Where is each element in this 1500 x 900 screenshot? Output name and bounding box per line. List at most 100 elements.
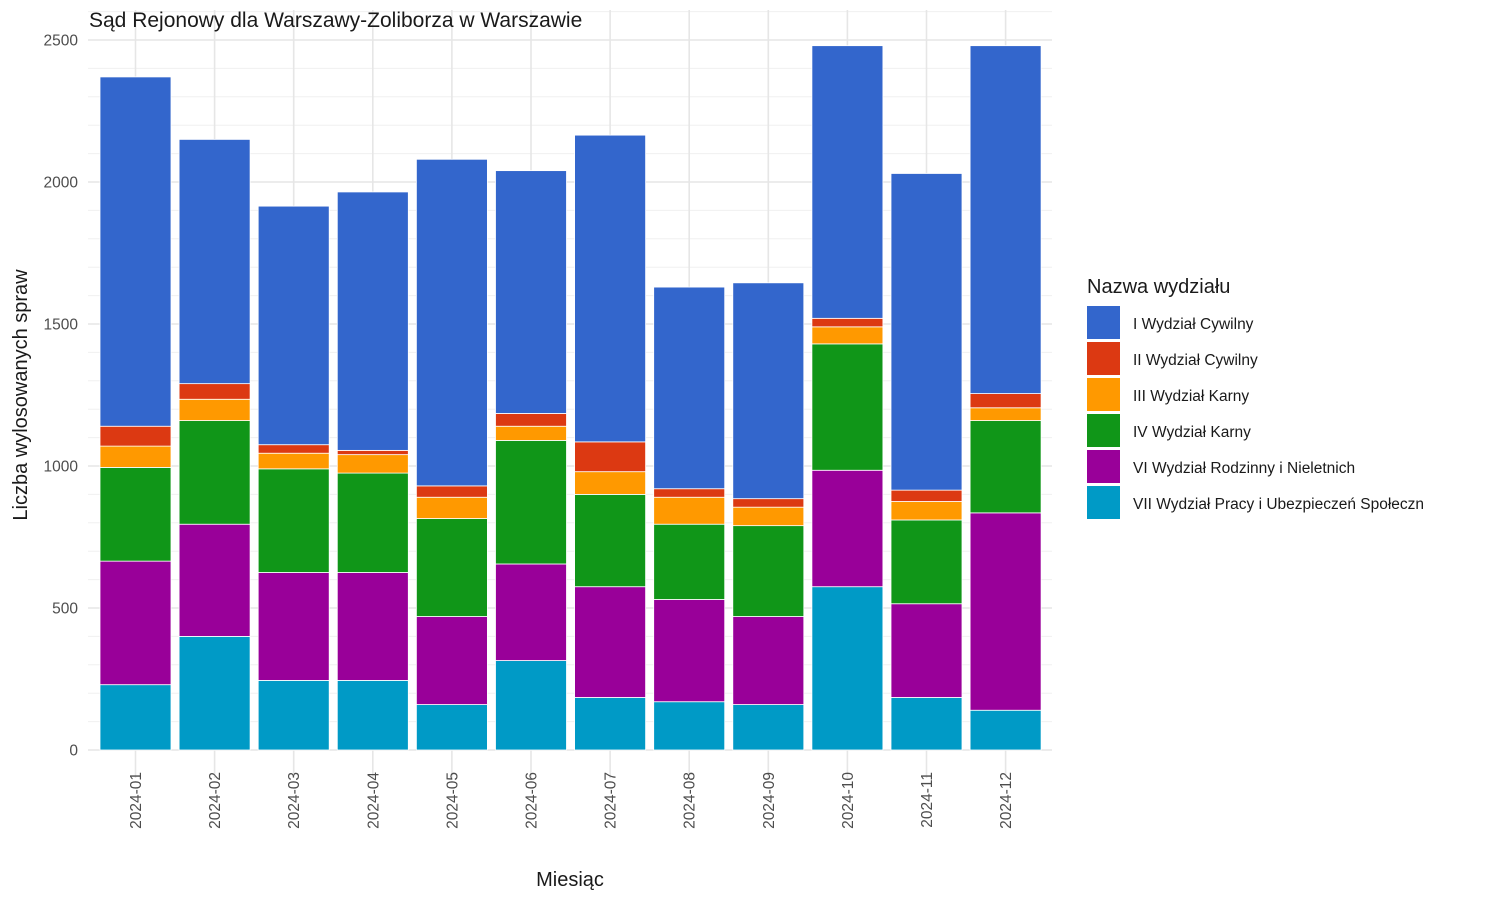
bar-2024-04-i-wydzial-cywilny	[336, 191, 409, 451]
bar-2024-10-vii-wydzial-pracy-i-ubezpieczen-spoleczn	[811, 586, 884, 751]
bar-2024-12-vi-wydzial-rodzinny-i-nieletnich	[969, 512, 1042, 711]
bar-2024-10-iv-wydzial-karny	[811, 343, 884, 471]
legend: Nazwa wydziału I Wydział Cywilny II Wydzi…	[1087, 276, 1424, 519]
bar-2024-08-vi-wydzial-rodzinny-i-nieletnich	[653, 599, 726, 703]
bar-2024-11-vi-wydzial-rodzinny-i-nieletnich	[890, 603, 963, 698]
bar-2024-08-ii-wydzial-cywilny	[653, 488, 726, 498]
bar-2024-07-ii-wydzial-cywilny	[574, 441, 646, 473]
bar-2024-07-i-wydzial-cywilny	[574, 134, 646, 443]
y-axis-ticks: 0 500 1000 1500 2000 2500	[44, 33, 79, 760]
bar-2024-07-iii-wydzial-karny	[574, 471, 646, 495]
x-tick-label: 2024-07	[603, 772, 620, 829]
bar-2024-02-iv-wydzial-karny	[178, 420, 251, 525]
bar-2024-01-i-wydzial-cywilny	[99, 76, 172, 427]
bar-2024-08-i-wydzial-cywilny	[653, 286, 726, 490]
bar-2024-12-vii-wydzial-pracy-i-ubezpieczen-spoleczn	[969, 709, 1042, 751]
y-tick-label: 0	[69, 743, 78, 760]
x-tick-label: 2024-09	[761, 772, 778, 829]
x-tick-label: 2024-05	[444, 772, 461, 829]
bar-2024-06-iii-wydzial-karny	[495, 425, 567, 441]
bar-2024-11-iv-wydzial-karny	[890, 519, 963, 605]
y-tick-label: 1500	[44, 317, 79, 334]
bar-2024-11-ii-wydzial-cywilny	[890, 489, 963, 502]
bar-2024-05-i-wydzial-cywilny	[415, 158, 488, 487]
bar-2024-10-vi-wydzial-rodzinny-i-nieletnich	[811, 469, 884, 588]
bar-2024-01-ii-wydzial-cywilny	[99, 425, 172, 447]
bar-2024-01-vii-wydzial-pracy-i-ubezpieczen-spoleczn	[99, 684, 172, 751]
bar-2024-12-i-wydzial-cywilny	[969, 45, 1042, 394]
bar-2024-01-vi-wydzial-rodzinny-i-nieletnich	[99, 560, 172, 686]
x-tick-label: 2024-08	[682, 772, 699, 829]
bar-2024-06-i-wydzial-cywilny	[495, 170, 567, 414]
x-tick-label: 2024-01	[128, 772, 145, 829]
legend-swatch-iv-wydzial-karny	[1087, 414, 1120, 447]
bar-2024-09-iii-wydzial-karny	[732, 506, 805, 527]
bar-2024-10-iii-wydzial-karny	[811, 326, 884, 345]
bar-2024-04-vi-wydzial-rodzinny-i-nieletnich	[336, 572, 409, 681]
bar-2024-03-iii-wydzial-karny	[257, 452, 330, 470]
y-axis-title: Liczba wylosowanych spraw	[10, 269, 32, 521]
x-tick-label: 2024-04	[365, 772, 382, 829]
legend-label-ii-wydzial-cywilny: II Wydział Cywilny	[1133, 352, 1258, 369]
bar-2024-07-iv-wydzial-karny	[574, 493, 646, 588]
y-tick-label: 1000	[44, 459, 79, 476]
bar-2024-07-vii-wydzial-pracy-i-ubezpieczen-spoleczn	[574, 697, 646, 751]
bar-2024-12-ii-wydzial-cywilny	[969, 393, 1042, 409]
bar-2024-02-vi-wydzial-rodzinny-i-nieletnich	[178, 523, 251, 637]
x-tick-label: 2024-12	[998, 772, 1015, 829]
bar-2024-11-i-wydzial-cywilny	[890, 173, 963, 491]
y-tick-label: 500	[52, 601, 78, 618]
x-tick-label: 2024-10	[840, 772, 857, 829]
bar-2024-05-vi-wydzial-rodzinny-i-nieletnich	[415, 616, 488, 705]
legend-title: Nazwa wydziału	[1087, 276, 1230, 298]
bar-2024-04-iv-wydzial-karny	[336, 472, 409, 573]
bar-2024-03-vii-wydzial-pracy-i-ubezpieczen-spoleczn	[257, 680, 330, 751]
bar-2024-03-ii-wydzial-cywilny	[257, 444, 330, 454]
bar-2024-11-iii-wydzial-karny	[890, 501, 963, 521]
bar-2024-01-iv-wydzial-karny	[99, 467, 172, 562]
bar-2024-02-i-wydzial-cywilny	[178, 138, 251, 385]
bar-2024-08-iii-wydzial-karny	[653, 496, 726, 525]
y-tick-label: 2000	[44, 175, 79, 192]
bar-2024-05-vii-wydzial-pracy-i-ubezpieczen-spoleczn	[415, 704, 488, 751]
bar-2024-05-iv-wydzial-karny	[415, 518, 488, 617]
bar-2024-04-vii-wydzial-pracy-i-ubezpieczen-spoleczn	[336, 680, 409, 751]
bar-2024-02-ii-wydzial-cywilny	[178, 383, 251, 400]
chart-title: Sąd Rejonowy dla Warszawy-Zoliborza w Wa…	[89, 9, 582, 32]
bar-2024-06-ii-wydzial-cywilny	[495, 413, 567, 427]
bar-2024-10-ii-wydzial-cywilny	[811, 317, 884, 328]
bar-2024-11-vii-wydzial-pracy-i-ubezpieczen-spoleczn	[890, 697, 963, 751]
y-tick-label: 2500	[44, 33, 79, 50]
bar-2024-09-vii-wydzial-pracy-i-ubezpieczen-spoleczn	[732, 704, 805, 751]
bar-2024-03-iv-wydzial-karny	[257, 468, 330, 573]
bar-2024-07-vi-wydzial-rodzinny-i-nieletnich	[574, 586, 646, 698]
bar-2024-02-vii-wydzial-pracy-i-ubezpieczen-spoleczn	[178, 636, 251, 751]
bar-2024-04-ii-wydzial-cywilny	[336, 449, 409, 456]
bar-2024-03-i-wydzial-cywilny	[257, 205, 330, 446]
x-tick-label: 2024-02	[207, 772, 224, 829]
bar-2024-09-ii-wydzial-cywilny	[732, 498, 805, 508]
x-tick-label: 2024-03	[286, 772, 303, 829]
bar-2024-04-iii-wydzial-karny	[336, 454, 409, 474]
legend-swatch-i-wydzial-cywilny	[1087, 306, 1120, 339]
bar-2024-06-vii-wydzial-pracy-i-ubezpieczen-spoleczn	[495, 660, 567, 751]
bar-2024-12-iv-wydzial-karny	[969, 420, 1042, 514]
bar-2024-06-iv-wydzial-karny	[495, 440, 567, 565]
bar-2024-09-iv-wydzial-karny	[732, 525, 805, 617]
bar-2024-08-iv-wydzial-karny	[653, 523, 726, 600]
bar-2024-09-vi-wydzial-rodzinny-i-nieletnich	[732, 616, 805, 705]
bar-2024-08-vii-wydzial-pracy-i-ubezpieczen-spoleczn	[653, 701, 726, 751]
bar-2024-12-iii-wydzial-karny	[969, 407, 1042, 421]
bar-2024-05-iii-wydzial-karny	[415, 496, 488, 519]
legend-swatch-vii-wydzial-pracy-i-ubezpieczen-spoleczn	[1087, 486, 1120, 519]
legend-label-iv-wydzial-karny: IV Wydział Karny	[1133, 424, 1251, 441]
legend-swatch-iii-wydzial-karny	[1087, 378, 1120, 411]
x-tick-label: 2024-06	[524, 772, 541, 829]
bar-2024-06-vi-wydzial-rodzinny-i-nieletnich	[495, 563, 567, 661]
x-axis-title: Miesiąc	[536, 869, 604, 891]
bar-2024-05-ii-wydzial-cywilny	[415, 485, 488, 498]
legend-swatch-vi-wydzial-rodzinny-i-nieletnich	[1087, 450, 1120, 483]
legend-label-i-wydzial-cywilny: I Wydział Cywilny	[1133, 316, 1254, 333]
x-tick-label: 2024-11	[919, 772, 936, 828]
